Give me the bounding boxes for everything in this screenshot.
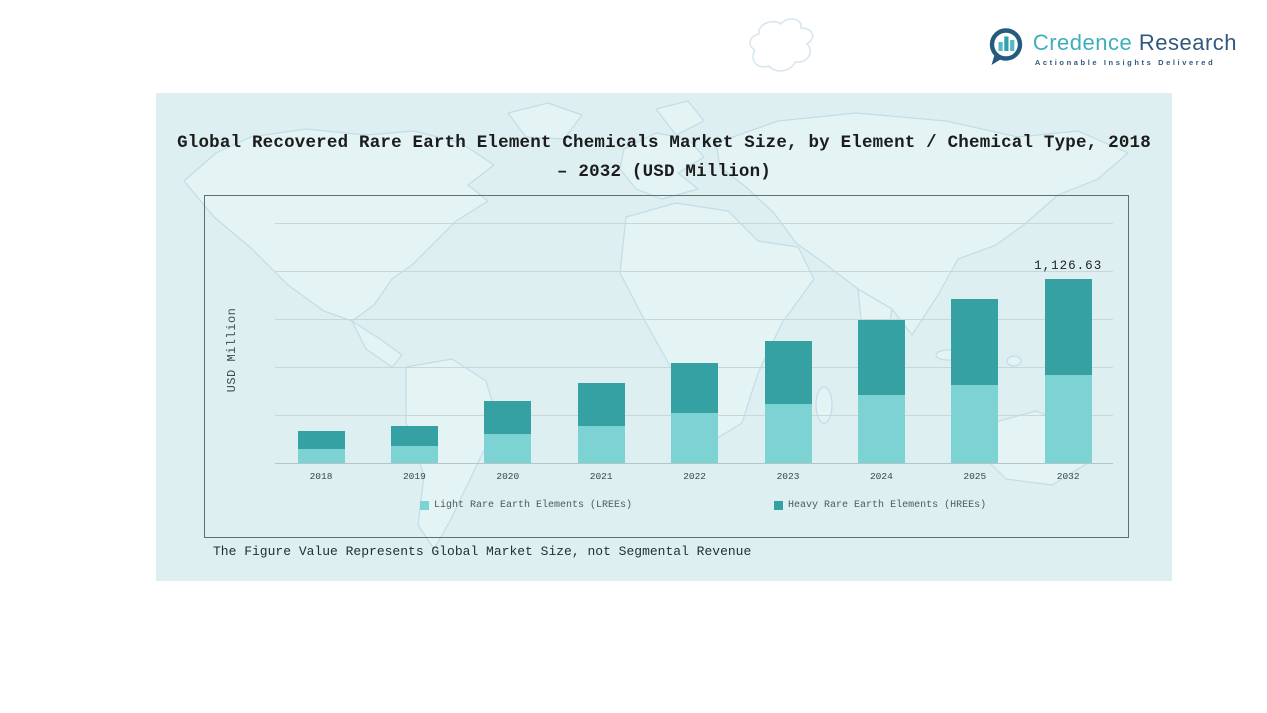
brand-tagline: Actionable Insights Delivered [1034,58,1216,67]
x-tick-label: 2021 [589,471,613,482]
gridline [275,223,1113,224]
world-map-background [183,100,1129,550]
legend-label: Light Rare Earth Elements (LREEs) [434,500,633,511]
footnote: The Figure Value Represents Global Marke… [213,544,752,559]
x-tick-label: 2019 [402,471,426,482]
legend-swatch [774,501,784,510]
map-fragment-top-icon [749,18,814,72]
bar-2025 [951,299,999,463]
bar-segment-lrees [671,413,719,463]
x-tick-label: 2020 [496,471,520,482]
bar-segment-hrees [857,320,905,395]
x-tick-label: 2023 [776,471,800,482]
bar-2022 [671,363,719,463]
x-tick-label: 2024 [869,471,893,482]
chart-title-line2: – 2032 (USD Million) [556,162,772,182]
chart-title: Global Recovered Rare Earth Element Chem… [156,129,1172,187]
bar-2019 [390,426,438,463]
x-tick-label: 2032 [1056,471,1080,482]
bar-segment-hrees [1044,279,1092,375]
x-tick-label: 2025 [963,471,987,482]
legend-item-lrees: Light Rare Earth Elements (LREEs) [420,500,632,511]
x-axis-line [275,463,1113,464]
plot-frame: USD Million 2018 2019 2020 2021 2022 2023 2024… [204,195,1129,538]
legend-label: Heavy Rare Earth Elements (HREEs) [788,500,987,511]
brand-name: Credence Research [1033,30,1237,56]
bar-2021 [577,383,625,463]
brand-name-secondary: Research [1138,30,1237,55]
legend-item-hrees: Heavy Rare Earth Elements (HREEs) [774,500,986,511]
bar-segment-lrees [1044,375,1092,463]
y-axis-label: USD Million [225,307,239,393]
bar-segment-hrees [671,363,719,413]
bar-segment-hrees [297,431,345,449]
value-label: 1,126.63 [1034,259,1103,273]
legend-swatch [420,501,429,510]
chart-title-line1: Global Recovered Rare Earth Element Chem… [177,133,1151,153]
brand-text: Credence Research Actionable Insights De… [1033,27,1237,67]
bar-segment-hrees [951,299,999,385]
gridline [275,271,1113,272]
gridline [275,319,1113,320]
bar-segment-lrees [297,449,345,463]
bar-2024 [857,320,905,463]
bar-segment-hrees [577,383,625,426]
bar-segment-hrees [484,401,532,434]
brand-name-primary: Credence [1032,30,1133,55]
chart-panel: Global Recovered Rare Earth Element Chem… [156,93,1172,581]
x-tick-label: 2018 [309,471,333,482]
brand-logo: Credence Research Actionable Insights De… [987,27,1237,67]
bar-segment-lrees [951,385,999,463]
bar-2020 [484,401,532,463]
bar-chart-bubble-icon [989,28,1023,65]
bar-2018 [297,431,345,463]
bar-segment-lrees [577,426,625,463]
bar-2023 [764,341,812,463]
bar-segment-lrees [484,434,532,463]
bar-segment-hrees [390,426,438,446]
legend: Light Rare Earth Elements (LREEs) Heavy R… [420,500,986,511]
x-tick-label: 2022 [683,471,706,482]
bar-segment-lrees [390,446,438,463]
bar-segment-lrees [857,395,905,463]
bar-segment-lrees [764,404,812,463]
bar-segment-hrees [764,341,812,404]
bar-2032 [1044,279,1092,463]
